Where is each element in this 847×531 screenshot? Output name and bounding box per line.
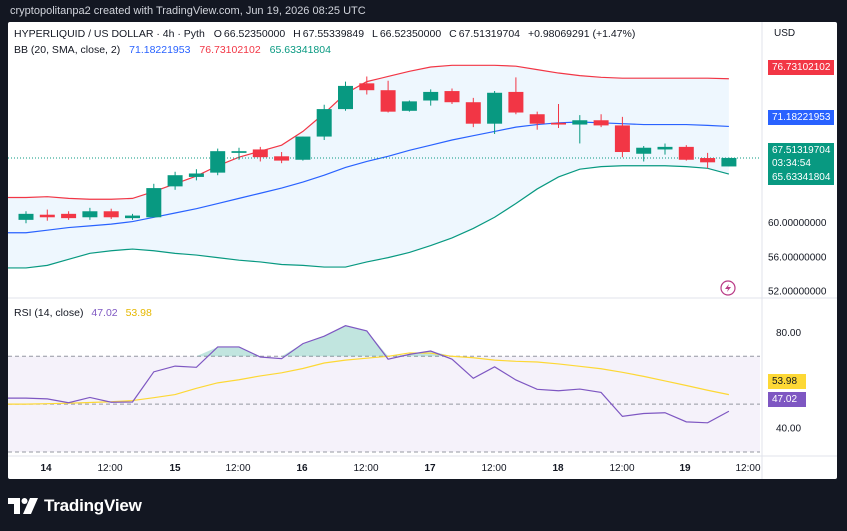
alert-bolt-icon <box>720 280 736 296</box>
rsi-value: 47.02 <box>91 307 118 319</box>
bb-basis-price-tag: 71.18221953 <box>768 110 834 125</box>
rsi-ma-line <box>8 352 730 405</box>
time-tick-label: 16 <box>296 463 308 474</box>
candle-up <box>82 211 98 218</box>
snapshot-caption: cryptopolitanpa2 created with TradingVie… <box>10 5 366 17</box>
candle-up <box>657 146 673 150</box>
symbol-title[interactable]: HYPERLIQUID / US DOLLAR · 4h · Pyth <box>14 28 205 40</box>
candle-down <box>39 214 55 218</box>
bb-upper-value: 76.73102102 <box>199 44 261 56</box>
bar-countdown: 03:34:54 <box>772 158 811 169</box>
bb-lower-line <box>8 165 730 269</box>
candle-down <box>61 213 77 219</box>
candle-up <box>423 91 439 101</box>
candle-up <box>146 188 162 218</box>
high-label: H <box>293 28 301 40</box>
chart-canvas[interactable]: 52.0000000056.0000000060.0000000072.0000… <box>8 22 837 479</box>
time-tick-label: 12:00 <box>225 463 250 474</box>
time-tick-label: 12:00 <box>97 463 122 474</box>
candle-down <box>103 211 119 218</box>
time-tick-label: 18 <box>552 463 564 474</box>
candle-down <box>678 146 694 160</box>
bb-lower-price-tag: 65.63341804 <box>768 170 834 185</box>
time-tick-label: 14 <box>40 463 52 474</box>
candle-up <box>188 173 204 177</box>
candle-down <box>444 91 460 103</box>
rsi-line <box>8 325 730 424</box>
rsi-tick-label: 40.00 <box>776 424 801 435</box>
candle-up <box>316 109 332 137</box>
candle-up <box>636 147 652 154</box>
candle-down <box>508 91 524 113</box>
candle-up <box>721 157 737 167</box>
change-value: +0.98069291 (+1.47%) <box>527 28 636 40</box>
candle-down <box>274 156 290 161</box>
candle-up <box>18 213 34 220</box>
candle-down <box>593 120 609 126</box>
close-value: 67.51319704 <box>458 28 521 40</box>
bolt-icon-glyph <box>725 284 731 292</box>
currency-selector[interactable]: USD <box>774 28 796 39</box>
price-tick-label: 56.00000000 <box>768 252 827 263</box>
candle-down <box>380 90 396 112</box>
bolt-icon-ring <box>720 280 736 296</box>
rsi-tick-label: 80.00 <box>776 328 801 339</box>
bb-basis-value: 71.18221953 <box>129 44 191 56</box>
candle-up <box>295 136 311 160</box>
candle-up <box>572 120 588 125</box>
candle-up <box>487 92 503 124</box>
low-value: 66.52350000 <box>379 28 442 40</box>
candle-up <box>231 151 247 153</box>
candle-down <box>465 102 481 124</box>
price-tick-label: 52.00000000 <box>768 287 827 298</box>
low-label: L <box>372 28 378 40</box>
bb-label[interactable]: BB (20, SMA, close, 2) <box>14 44 121 56</box>
candle-down <box>614 125 630 153</box>
rsi-ma-value: 53.98 <box>125 307 152 319</box>
time-tick-label: 12:00 <box>735 463 760 474</box>
rsi-tag: 47.02 <box>768 392 806 407</box>
candle-down <box>700 158 716 163</box>
high-value: 67.55339849 <box>302 28 365 40</box>
candle-up <box>167 175 183 187</box>
candle-down <box>529 114 545 124</box>
last-price-tag: 67.51319704 03:34:54 <box>768 143 834 171</box>
candle-up <box>125 215 140 219</box>
candle-up <box>338 85 353 110</box>
time-tick-label: 15 <box>169 463 181 474</box>
open-value: 66.52350000 <box>223 28 286 40</box>
time-tick-label: 19 <box>679 463 691 474</box>
open-label: O <box>213 28 222 40</box>
bb-lower-value: 65.63341804 <box>269 44 331 56</box>
candle-down <box>359 83 375 91</box>
bb-legend: BB (20, SMA, close, 2) 71.18221953 76.73… <box>14 44 331 56</box>
time-tick-label: 12:00 <box>609 463 634 474</box>
close-label: C <box>449 28 457 40</box>
rsi-ma-tag: 53.98 <box>768 374 806 389</box>
price-tick-label: 60.00000000 <box>768 218 827 229</box>
candle-down <box>252 149 268 158</box>
symbol-legend: HYPERLIQUID / US DOLLAR · 4h · Pyth O 66.… <box>14 28 635 40</box>
bb-fill-area <box>8 65 729 268</box>
rsi-overbought-fill <box>196 325 452 357</box>
candle-up <box>401 101 417 111</box>
time-tick-label: 17 <box>424 463 436 474</box>
last-price-value: 67.51319704 <box>772 145 831 156</box>
rsi-label[interactable]: RSI (14, close) <box>14 307 84 319</box>
tradingview-logo-icon <box>8 498 38 514</box>
tradingview-wordmark[interactable]: TradingView <box>44 496 142 515</box>
bb-upper-price-tag: 76.73102102 <box>768 60 834 75</box>
time-tick-label: 12:00 <box>353 463 378 474</box>
candle-down <box>551 122 566 125</box>
tradingview-footer: TradingView <box>8 494 142 518</box>
chart-card: 52.0000000056.0000000060.0000000072.0000… <box>8 22 837 479</box>
time-tick-label: 12:00 <box>481 463 506 474</box>
candle-up <box>210 151 226 173</box>
rsi-legend: RSI (14, close) 47.02 53.98 <box>14 307 152 319</box>
